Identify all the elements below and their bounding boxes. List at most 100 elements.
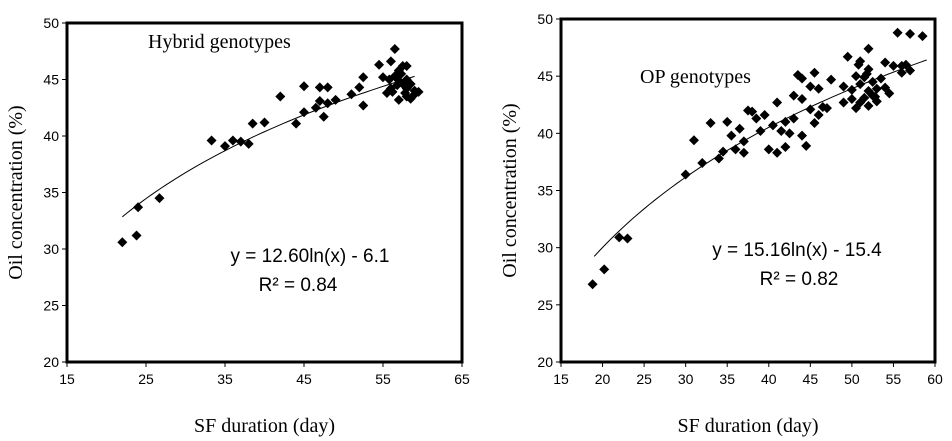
r-squared-label: R² = 0.82: [760, 269, 839, 290]
data-point: [131, 230, 142, 241]
y-tick-label: 45: [43, 72, 59, 88]
data-point: [751, 113, 762, 124]
data-point: [767, 120, 778, 131]
data-point: [587, 279, 598, 290]
data-point: [389, 43, 400, 54]
data-point: [697, 158, 708, 169]
y-tick-label: 50: [43, 15, 59, 31]
data-point: [314, 82, 325, 93]
data-point: [722, 116, 733, 127]
data-point: [220, 141, 230, 152]
data-point: [393, 94, 404, 105]
data-point: [851, 71, 862, 82]
data-point: [772, 97, 783, 108]
y-tick-label: 40: [537, 125, 553, 141]
data-point: [892, 27, 903, 38]
data-point: [809, 67, 820, 78]
x-axis-title: SF duration (day): [194, 415, 335, 437]
data-point: [358, 100, 369, 111]
x-tick-label: 30: [678, 371, 694, 387]
x-tick-label: 55: [886, 371, 902, 387]
data-point: [614, 232, 625, 243]
data-point: [206, 135, 217, 146]
data-point: [374, 59, 385, 70]
data-point: [888, 60, 899, 71]
y-tick-label: 35: [43, 185, 59, 201]
data-point: [705, 118, 716, 129]
data-point: [855, 56, 866, 67]
data-point: [622, 233, 633, 244]
x-tick-label: 45: [803, 371, 819, 387]
data-point: [400, 88, 411, 99]
data-point: [405, 79, 416, 90]
data-point: [875, 73, 886, 84]
x-tick-label: 15: [59, 371, 75, 387]
data-point: [780, 142, 791, 153]
x-tick-label: 45: [296, 371, 312, 387]
data-point: [299, 81, 309, 92]
data-point: [713, 153, 724, 164]
data-point: [599, 264, 610, 275]
data-point: [401, 60, 412, 71]
series-label: Hybrid genotypes: [148, 31, 291, 53]
data-point: [718, 146, 729, 157]
data-point: [905, 28, 916, 39]
data-point: [797, 94, 808, 105]
data-point: [838, 81, 849, 92]
data-point: [846, 94, 857, 105]
data-point: [730, 144, 741, 155]
r-squared-label: R² = 0.84: [259, 275, 338, 296]
data-point: [738, 147, 749, 158]
data-point: [784, 128, 795, 139]
data-point: [330, 94, 341, 105]
data-point: [688, 135, 699, 146]
data-point: [759, 110, 770, 121]
data-point: [863, 100, 874, 111]
x-axis-title: SF duration (day): [677, 415, 818, 437]
data-point: [396, 68, 407, 79]
data-point: [243, 138, 254, 149]
data-point: [299, 107, 309, 118]
x-tick-label: 20: [595, 371, 611, 387]
data-point: [788, 113, 799, 124]
x-tick-label: 40: [761, 371, 777, 387]
data-point: [826, 74, 837, 85]
x-tick-label: 65: [454, 371, 470, 387]
y-axis-title: Oil concentration (%): [5, 105, 27, 279]
data-point: [680, 169, 691, 180]
data-point: [358, 72, 369, 83]
data-point: [855, 79, 866, 90]
y-axis-title: Oil concentration (%): [499, 103, 521, 277]
series-label: OP genotypes: [640, 66, 751, 88]
x-tick-label: 55: [375, 371, 391, 387]
chart-panel-1: 20 25 30 35 40 45 50 15 25 35 45 55 65 Hybrid genotyp…: [5, 15, 470, 437]
data-point: [776, 126, 787, 137]
y-tick-label: 20: [43, 354, 59, 370]
data-point: [738, 136, 749, 147]
data-point: [863, 43, 874, 54]
data-point: [387, 86, 398, 97]
data-point: [413, 86, 424, 97]
regression-equation: y = 15.16ln(x) - 15.4: [712, 240, 882, 261]
data-point: [322, 98, 333, 109]
data-point: [772, 147, 783, 158]
data-point: [755, 126, 766, 137]
y-tick-label: 30: [43, 241, 59, 257]
x-tick-label: 15: [553, 371, 569, 387]
data-point: [726, 130, 737, 141]
data-point: [880, 57, 891, 68]
x-tick-label: 25: [636, 371, 652, 387]
data-point: [310, 102, 321, 113]
y-tick-label: 40: [43, 128, 59, 144]
data-point: [801, 140, 812, 151]
x-tick-label: 35: [217, 371, 233, 387]
data-point: [809, 118, 820, 129]
data-point: [842, 51, 853, 62]
data-point: [884, 88, 895, 99]
data-point: [861, 68, 872, 79]
data-point: [846, 84, 857, 95]
data-point: [805, 104, 816, 115]
data-point: [788, 90, 799, 101]
